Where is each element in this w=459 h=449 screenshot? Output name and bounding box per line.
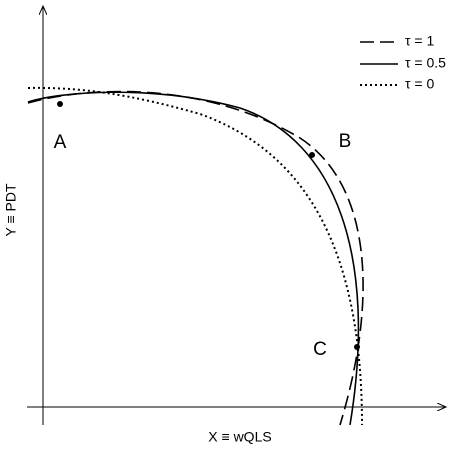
point-label: C [313, 339, 327, 360]
curve-tau-0 [27, 86, 363, 426]
point-label: B [339, 131, 352, 152]
point-label: A [54, 132, 67, 153]
point-a [57, 101, 63, 107]
curve-tau-1 [27, 90, 364, 426]
x-axis-label: X ≡ wQLS [208, 429, 271, 445]
y-axis-label: Y ≡ PDT [3, 183, 19, 236]
curve-tau-05 [27, 91, 360, 426]
legend-label: τ = 0.5 [405, 55, 446, 71]
point-c [354, 344, 360, 350]
point-b [309, 152, 315, 158]
legend-label: τ = 1 [405, 33, 434, 49]
legend-label: τ = 0 [405, 76, 434, 92]
